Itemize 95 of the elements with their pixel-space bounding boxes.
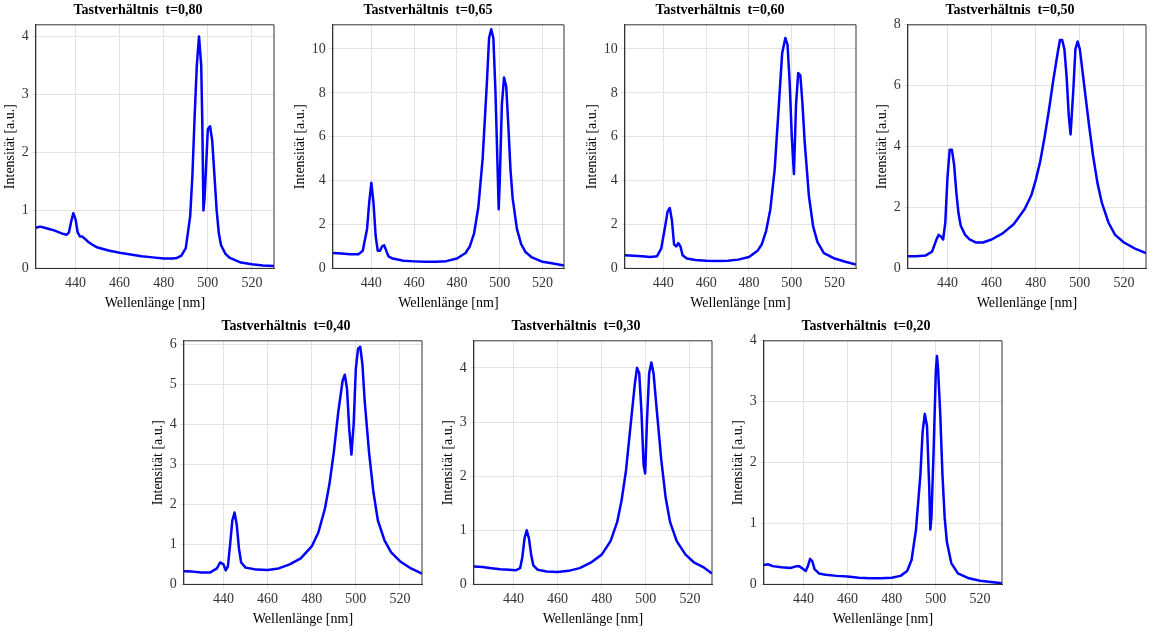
y-tick-label: 0 (610, 260, 618, 276)
y-tick-label: 2 (459, 467, 467, 483)
y-axis-title: Intensität [a.u.] (150, 420, 166, 506)
y-tick-label: 5 (169, 376, 177, 392)
y-tick-label: 1 (749, 515, 757, 531)
y-tick-label: 6 (893, 77, 901, 93)
x-tick-label: 440 (503, 591, 524, 607)
y-tick-label: 3 (749, 393, 757, 409)
y-axis-title: Intensität [a.u.] (292, 104, 308, 190)
y-axis-title: Intensität [a.u.] (2, 104, 18, 190)
chart-title: Tastverhältnis t=0,60 (655, 2, 785, 18)
x-tick-label: 460 (837, 591, 859, 607)
chart-title: Tastverhältnis t=0,20 (801, 318, 931, 334)
x-tick-label: 440 (793, 591, 814, 607)
x-tick-label: 480 (446, 275, 468, 291)
y-tick-label: 4 (169, 416, 177, 432)
x-axis-title: Wellenlänge [nm] (542, 611, 644, 627)
y-tick-label: 2 (318, 216, 326, 232)
y-tick-label: 3 (169, 456, 177, 472)
y-tick-label: 4 (893, 138, 901, 154)
x-tick-label: 440 (937, 275, 958, 291)
chart-title: Tastverhältnis t=0,30 (511, 318, 641, 334)
x-tick-label: 480 (881, 591, 903, 607)
x-tick-label: 520 (679, 591, 701, 607)
x-tick-label: 440 (213, 591, 234, 607)
x-tick-label: 500 (345, 591, 367, 607)
x-tick-label: 480 (591, 591, 613, 607)
y-tick-label: 10 (603, 40, 618, 56)
y-tick-label: 3 (21, 86, 29, 102)
chart-title: Tastverhältnis t=0,80 (73, 2, 203, 18)
x-tick-label: 500 (781, 275, 803, 291)
x-tick-label: 440 (652, 275, 674, 291)
y-tick-label: 2 (749, 454, 757, 470)
y-axis-title: Intensität [a.u.] (440, 420, 456, 506)
x-tick-label: 460 (403, 275, 425, 291)
x-tick-label: 520 (824, 275, 846, 291)
x-tick-label: 460 (109, 275, 131, 291)
y-tick-label: 0 (749, 576, 757, 592)
x-tick-label: 500 (635, 591, 657, 607)
x-tick-label: 500 (197, 275, 219, 291)
x-tick-label: 480 (1025, 275, 1047, 291)
x-axis-title: Wellenlänge [nm] (252, 611, 354, 627)
y-tick-label: 6 (610, 128, 618, 144)
x-tick-label: 520 (532, 275, 554, 291)
x-tick-label: 440 (65, 275, 86, 291)
x-tick-label: 520 (241, 275, 263, 291)
y-axis-title: Intensität [a.u.] (584, 104, 600, 190)
y-tick-label: 2 (893, 199, 901, 215)
y-tick-label: 4 (459, 359, 467, 375)
y-tick-label: 1 (21, 202, 29, 218)
y-tick-label: 0 (21, 260, 29, 276)
x-axis-title: Wellenlänge [nm] (398, 295, 499, 311)
y-tick-label: 8 (610, 84, 618, 100)
y-tick-label: 2 (21, 144, 29, 160)
y-tick-label: 8 (318, 84, 326, 100)
x-tick-label: 460 (547, 591, 569, 607)
y-tick-label: 6 (169, 336, 177, 352)
y-tick-label: 4 (610, 172, 618, 188)
y-tick-label: 8 (893, 16, 901, 32)
x-tick-label: 500 (1069, 275, 1091, 291)
y-tick-label: 10 (311, 40, 326, 56)
y-tick-label: 4 (318, 172, 326, 188)
x-axis-title: Wellenlänge [nm] (832, 611, 934, 627)
x-tick-label: 480 (301, 591, 323, 607)
chart-title: Tastverhältnis t=0,50 (945, 2, 1075, 18)
x-axis-title: Wellenlänge [nm] (104, 295, 206, 311)
x-tick-label: 520 (969, 591, 991, 607)
y-axis-title: Intensität [a.u.] (730, 420, 746, 506)
y-axis-title: Intensität [a.u.] (874, 104, 890, 190)
y-tick-label: 2 (610, 216, 618, 232)
x-tick-label: 520 (1113, 275, 1135, 291)
x-tick-label: 440 (360, 275, 382, 291)
y-tick-label: 1 (169, 536, 177, 552)
x-tick-label: 480 (153, 275, 175, 291)
x-tick-label: 500 (489, 275, 511, 291)
y-tick-label: 0 (169, 576, 177, 592)
x-tick-label: 460 (257, 591, 279, 607)
y-tick-label: 0 (459, 576, 467, 592)
chart-title: Tastverhältnis t=0,40 (221, 318, 351, 334)
y-tick-label: 0 (318, 260, 326, 276)
y-tick-label: 4 (749, 332, 757, 348)
x-tick-label: 460 (981, 275, 1003, 291)
y-tick-label: 1 (459, 521, 467, 537)
x-tick-label: 500 (925, 591, 947, 607)
y-tick-label: 3 (459, 413, 467, 429)
x-tick-label: 520 (389, 591, 411, 607)
chart-title: Tastverhältnis t=0,65 (363, 2, 493, 18)
x-axis-title: Wellenlänge [nm] (690, 295, 791, 311)
x-tick-label: 480 (738, 275, 760, 291)
y-tick-label: 0 (893, 260, 901, 276)
y-tick-label: 2 (169, 496, 177, 512)
x-tick-label: 460 (695, 275, 717, 291)
y-tick-label: 4 (21, 28, 29, 44)
y-tick-label: 6 (318, 128, 326, 144)
x-axis-title: Wellenlänge [nm] (976, 295, 1078, 311)
